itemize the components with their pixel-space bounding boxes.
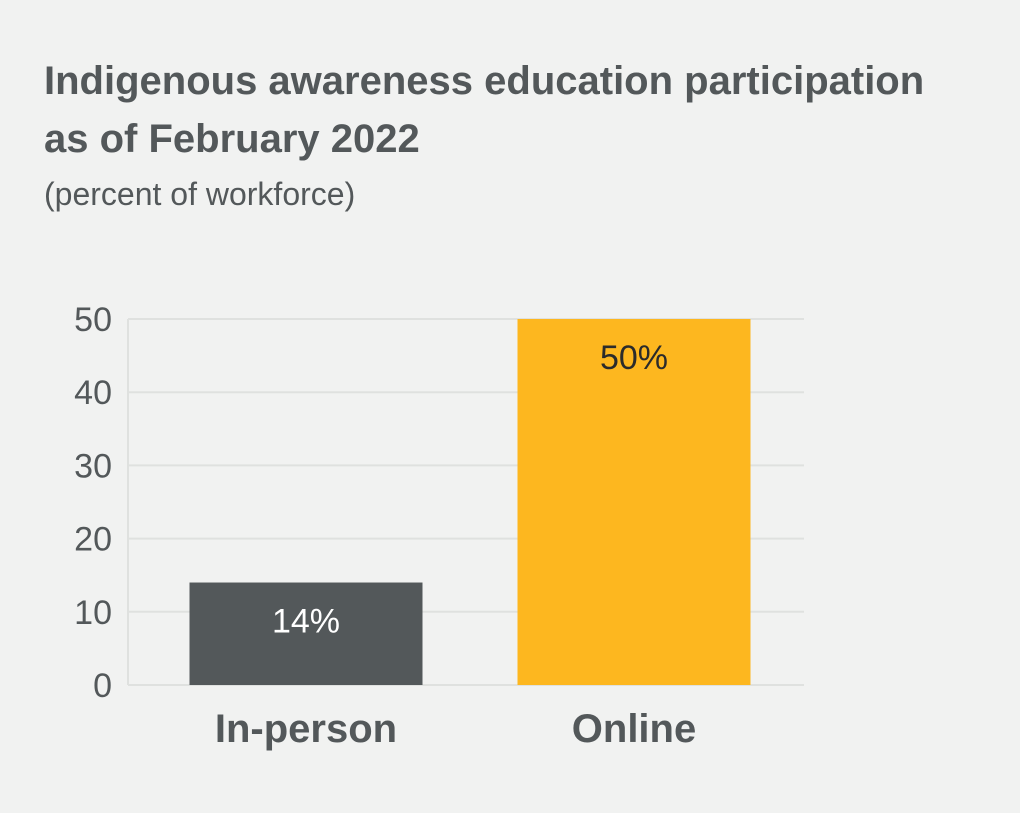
- y-tick-label: 0: [93, 667, 112, 705]
- y-tick-label: 20: [74, 521, 112, 559]
- bar-online: [517, 319, 751, 685]
- data-label: 14%: [272, 603, 340, 641]
- y-tick-label: 30: [74, 447, 112, 485]
- y-tick-label: 40: [74, 374, 112, 412]
- y-tick-label: 10: [74, 594, 112, 632]
- data-label: 50%: [600, 339, 668, 377]
- bar-in-person: [189, 582, 423, 685]
- x-category-label: In-person: [215, 707, 397, 751]
- chart-subtitle: (percent of workforce): [44, 176, 356, 212]
- y-tick-label: 50: [74, 301, 112, 339]
- chart-title: Indigenous awareness education participa…: [44, 59, 925, 161]
- x-category-label: Online: [572, 707, 696, 751]
